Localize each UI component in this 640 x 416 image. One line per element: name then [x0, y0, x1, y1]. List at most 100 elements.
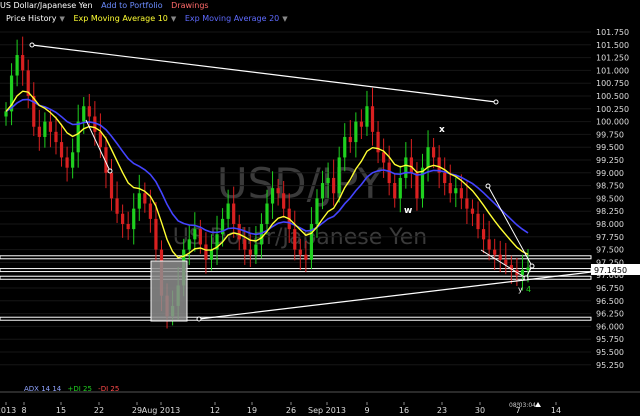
trend-handle[interactable] — [29, 42, 35, 48]
highlight-box[interactable] — [150, 260, 188, 322]
candle-body — [71, 152, 75, 168]
legend-ema20[interactable]: Exp Moving Average 20 ▼ — [184, 14, 288, 23]
candle-body — [126, 224, 130, 230]
candle-body — [243, 239, 247, 250]
level-line[interactable] — [0, 255, 592, 260]
y-gridlines — [0, 31, 591, 366]
candle-body — [26, 70, 30, 96]
candle-body — [387, 162, 391, 184]
candle-body — [326, 177, 330, 184]
y-tick-label: 97.000 — [596, 271, 624, 280]
trend-handle[interactable] — [196, 316, 202, 322]
candle-body — [248, 249, 252, 255]
scroll-arrow-icon[interactable] — [535, 402, 541, 407]
candle-body — [309, 224, 314, 260]
candle-body — [93, 116, 97, 132]
upper-trendline[interactable] — [31, 44, 497, 103]
candle-body — [393, 183, 397, 199]
candle-body — [431, 147, 436, 158]
candle-body — [21, 55, 25, 71]
legend-price-history[interactable]: Price History ▼ — [6, 14, 65, 23]
ema10-line — [5, 90, 529, 259]
adx-legend: ADX 14 14 +DI 25 -DI 25 — [24, 385, 123, 393]
channel-lower[interactable] — [480, 249, 527, 279]
candle-body — [154, 218, 158, 250]
candle-body — [4, 111, 8, 117]
candle-body — [115, 198, 119, 214]
candle-body — [193, 229, 197, 240]
wave-line-1[interactable] — [85, 119, 111, 172]
candle-body — [87, 106, 91, 117]
candle-body — [459, 188, 463, 199]
horizontal-levels — [0, 255, 592, 321]
candle-body — [426, 147, 430, 168]
candle-body — [470, 208, 475, 214]
candle-body — [98, 131, 103, 148]
candle-body — [265, 203, 269, 224]
plus-di-label[interactable]: +DI 25 — [67, 385, 92, 393]
channel-upper[interactable] — [487, 185, 533, 267]
wave-label-y: y — [518, 285, 523, 294]
candle-body — [148, 203, 152, 219]
candle-body — [204, 244, 208, 260]
y-tick-label: 101.000 — [596, 66, 629, 75]
candle-body — [504, 259, 508, 265]
x-tick-label: 29 — [132, 406, 142, 415]
candle-body — [359, 121, 364, 127]
candles — [4, 36, 530, 329]
dropdown-arrow-icon[interactable]: ▼ — [282, 15, 288, 23]
wave-label-w: w — [404, 206, 412, 216]
x-tick-label: 23 — [437, 406, 447, 415]
candle-body — [465, 198, 469, 209]
candle-body — [270, 188, 275, 204]
level-line[interactable] — [0, 275, 592, 280]
x-tick-label: 8 — [21, 406, 26, 415]
trendlines[interactable] — [29, 42, 628, 322]
x-tick-label: Aug 2013 — [142, 406, 181, 415]
y-tick-label: 96.500 — [596, 297, 624, 306]
trend-handle[interactable] — [107, 168, 113, 174]
dropdown-arrow-icon[interactable]: ▼ — [170, 15, 177, 23]
minus-di-label[interactable]: -DI 25 — [98, 385, 120, 393]
x-tick-label: 16 — [399, 406, 409, 415]
candle-body — [143, 193, 147, 204]
candle-body — [137, 193, 141, 209]
legend-ema10[interactable]: Exp Moving Average 10 ▼ — [73, 14, 177, 23]
candle-body — [76, 121, 80, 153]
trend-handle[interactable] — [523, 275, 529, 281]
candle-body — [343, 136, 347, 158]
level-line[interactable] — [0, 316, 592, 321]
trend-handle[interactable] — [529, 263, 535, 269]
trend-handle[interactable] — [493, 99, 499, 105]
candle-body — [304, 254, 308, 260]
trend-handle[interactable] — [485, 183, 491, 189]
candle-body — [209, 249, 214, 260]
y-tick-label: 99.250 — [596, 156, 624, 165]
y-tick-label: 101.750 — [596, 28, 629, 37]
y-tick-label: 100.250 — [596, 105, 629, 114]
candle-body — [481, 229, 486, 240]
adx-label[interactable]: ADX 14 14 — [24, 385, 62, 393]
candle-body — [415, 172, 419, 199]
x-tick-label: 30 — [475, 406, 485, 415]
watermark-symbol: USD/JPY — [217, 159, 384, 208]
y-tick-label: 96.250 — [596, 310, 624, 319]
candle-body — [32, 96, 36, 127]
x-tick-label: Sep 2013 — [308, 406, 346, 415]
x-tick-label: 26 — [286, 406, 296, 415]
candle-body — [15, 55, 19, 76]
last-price-value: 97.1450 — [594, 266, 627, 275]
add-portfolio-link[interactable]: Add to Portfolio — [101, 1, 163, 10]
candle-body — [48, 121, 53, 132]
candle-body — [315, 198, 319, 224]
indicator-legend: Price History ▼ Exp Moving Average 10 ▼ Ex… — [0, 12, 640, 26]
dropdown-arrow-icon[interactable]: ▼ — [59, 15, 65, 23]
candle-body — [237, 224, 241, 240]
instrument-title: US Dollar/Japanese Yen — [0, 1, 93, 10]
lower-trendline[interactable] — [198, 267, 626, 320]
level-line[interactable] — [0, 268, 592, 273]
wave-label-4: 4 — [526, 285, 531, 294]
drawings-link[interactable]: Drawings — [171, 1, 209, 10]
candle-body — [448, 183, 452, 194]
